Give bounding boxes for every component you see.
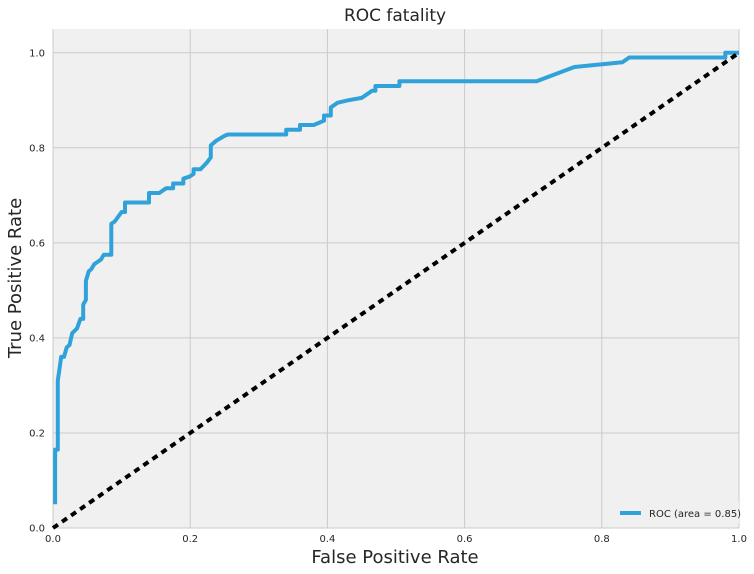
y-tick-label: 0.2	[29, 428, 45, 439]
plot-area	[53, 29, 739, 528]
chance-line	[51, 51, 741, 530]
x-tick-label: 1.0	[731, 534, 747, 545]
x-axis-label: False Positive Rate	[311, 547, 478, 568]
y-axis-label: True Positive Rate	[5, 198, 26, 359]
y-tick-label: 0.4	[29, 333, 45, 344]
y-tick-label: 0.6	[29, 238, 45, 249]
chart-title: ROC fatality	[344, 6, 446, 26]
x-tick-label: 0.2	[182, 534, 198, 545]
series-layer	[51, 50, 741, 530]
x-tick-label: 0.4	[319, 534, 335, 545]
y-tick-label: 0.8	[29, 143, 45, 154]
roc-curve	[53, 50, 739, 505]
y-tick-label: 0.0	[29, 524, 45, 535]
x-tick-label: 0.8	[594, 534, 610, 545]
x-tick-label: 0.0	[45, 534, 61, 545]
tick-labels: 0.0 0.2 0.4 0.6 0.8 1.0 0.0 0.2 0.4 0.6 0.8 1.0	[29, 48, 747, 545]
legend-label: ROC (area = 0.85)	[649, 509, 741, 520]
legend-box	[611, 502, 739, 524]
y-tick-label: 1.0	[29, 48, 45, 59]
legend: ROC (area = 0.85)	[611, 502, 741, 524]
grid	[52, 29, 740, 529]
x-tick-label: 0.6	[457, 534, 473, 545]
